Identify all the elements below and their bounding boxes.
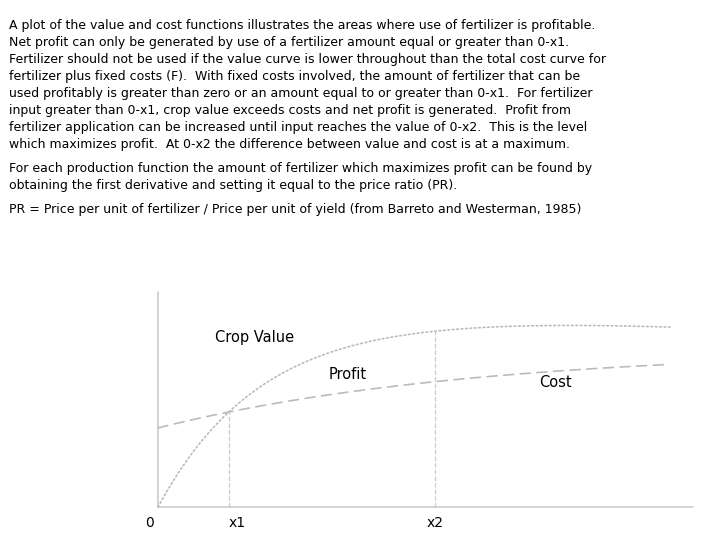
Text: x1: x1 xyxy=(228,516,246,530)
Text: PR = Price per unit of fertilizer / Price per unit of yield (from Barreto and We: PR = Price per unit of fertilizer / Pric… xyxy=(9,202,581,215)
Text: Profit: Profit xyxy=(328,367,366,382)
Text: 0: 0 xyxy=(145,516,154,530)
Text: used profitably is greater than zero or an amount equal to or greater than 0-x1.: used profitably is greater than zero or … xyxy=(9,87,592,100)
Text: A plot of the value and cost functions illustrates the areas where use of fertil: A plot of the value and cost functions i… xyxy=(9,19,595,32)
Text: fertilizer application can be increased until input reaches the value of 0-x2.  : fertilizer application can be increased … xyxy=(9,121,587,134)
Text: Fertilizer should not be used if the value curve is lower throughout than the to: Fertilizer should not be used if the val… xyxy=(9,53,606,66)
Text: fertilizer plus fixed costs (F).  With fixed costs involved, the amount of ferti: fertilizer plus fixed costs (F). With fi… xyxy=(9,70,580,83)
Text: Cost: Cost xyxy=(539,375,572,390)
Text: obtaining the first derivative and setting it equal to the price ratio (PR).: obtaining the first derivative and setti… xyxy=(9,179,457,192)
Text: Net profit can only be generated by use of a fertilizer amount equal or greater : Net profit can only be generated by use … xyxy=(9,36,569,49)
Text: Crop Value: Crop Value xyxy=(215,330,294,345)
Text: x2: x2 xyxy=(427,516,444,530)
Text: which maximizes profit.  At 0-x2 the difference between value and cost is at a m: which maximizes profit. At 0-x2 the diff… xyxy=(9,138,570,151)
Text: input greater than 0-x1, crop value exceeds costs and net profit is generated.  : input greater than 0-x1, crop value exce… xyxy=(9,104,571,117)
Text: For each production function the amount of fertilizer which maximizes profit can: For each production function the amount … xyxy=(9,162,592,175)
